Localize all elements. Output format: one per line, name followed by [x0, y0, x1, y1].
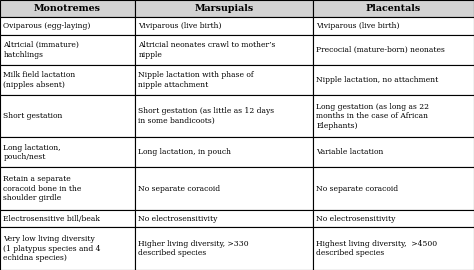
Text: Nipple lactation with phase of
nipple attachment: Nipple lactation with phase of nipple at… — [138, 71, 254, 89]
Bar — [135, 18, 313, 35]
Text: Long lactation, in pouch: Long lactation, in pouch — [138, 148, 231, 156]
Bar — [0, 95, 135, 137]
Text: Higher living diversity, >330
described species: Higher living diversity, >330 described … — [138, 240, 249, 258]
Text: Viviparous (live birth): Viviparous (live birth) — [138, 22, 222, 30]
Bar — [135, 0, 313, 18]
Bar — [0, 18, 135, 35]
Text: Retain a separate
coracoid bone in the
shoulder girdle: Retain a separate coracoid bone in the s… — [3, 175, 82, 202]
Text: Long lactation,
pouch/nest: Long lactation, pouch/nest — [3, 144, 61, 161]
Text: Highest living diversity,  >4500
described species: Highest living diversity, >4500 describe… — [316, 240, 438, 258]
Bar — [313, 65, 474, 95]
Text: Variable lactation: Variable lactation — [316, 148, 383, 156]
Bar — [313, 0, 474, 18]
Bar — [0, 167, 135, 210]
Bar — [0, 0, 135, 18]
Bar — [0, 210, 135, 227]
Text: Altricial (immature)
hatchlings: Altricial (immature) hatchlings — [3, 41, 79, 59]
Bar — [0, 65, 135, 95]
Text: Electrosensitive bill/beak: Electrosensitive bill/beak — [3, 215, 100, 223]
Text: Short gestation (as little as 12 days
in some bandicoots): Short gestation (as little as 12 days in… — [138, 107, 274, 125]
Text: Viviparous (live birth): Viviparous (live birth) — [316, 22, 400, 30]
Text: Nipple lactation, no attachment: Nipple lactation, no attachment — [316, 76, 438, 84]
Bar — [313, 137, 474, 167]
Bar — [0, 227, 135, 270]
Bar — [0, 137, 135, 167]
Text: Altricial neonates crawl to mother’s
nipple: Altricial neonates crawl to mother’s nip… — [138, 41, 276, 59]
Bar — [135, 95, 313, 137]
Text: Short gestation: Short gestation — [3, 112, 63, 120]
Bar — [313, 95, 474, 137]
Text: Milk field lactation
(nipples absent): Milk field lactation (nipples absent) — [3, 71, 75, 89]
Bar — [135, 137, 313, 167]
Bar — [0, 35, 135, 65]
Bar — [313, 227, 474, 270]
Bar — [135, 227, 313, 270]
Text: No electrosensitivity: No electrosensitivity — [316, 215, 395, 223]
Text: Placentals: Placentals — [366, 4, 421, 13]
Bar — [313, 210, 474, 227]
Text: No electrosensitivity: No electrosensitivity — [138, 215, 218, 223]
Text: Monotremes: Monotremes — [34, 4, 101, 13]
Bar — [135, 35, 313, 65]
Bar — [135, 167, 313, 210]
Text: Very low living diversity
(1 platypus species and 4
echidna species): Very low living diversity (1 platypus sp… — [3, 235, 101, 262]
Text: No separate coracoid: No separate coracoid — [316, 185, 398, 193]
Bar — [313, 18, 474, 35]
Text: Long gestation (as long as 22
months in the case of African
Elephants): Long gestation (as long as 22 months in … — [316, 103, 429, 130]
Text: Oviparous (egg-laying): Oviparous (egg-laying) — [3, 22, 91, 30]
Bar — [135, 65, 313, 95]
Bar — [135, 210, 313, 227]
Bar — [313, 35, 474, 65]
Bar — [313, 167, 474, 210]
Text: Precocial (mature-born) neonates: Precocial (mature-born) neonates — [316, 46, 445, 54]
Text: Marsupials: Marsupials — [194, 4, 254, 13]
Text: No separate coracoid: No separate coracoid — [138, 185, 220, 193]
